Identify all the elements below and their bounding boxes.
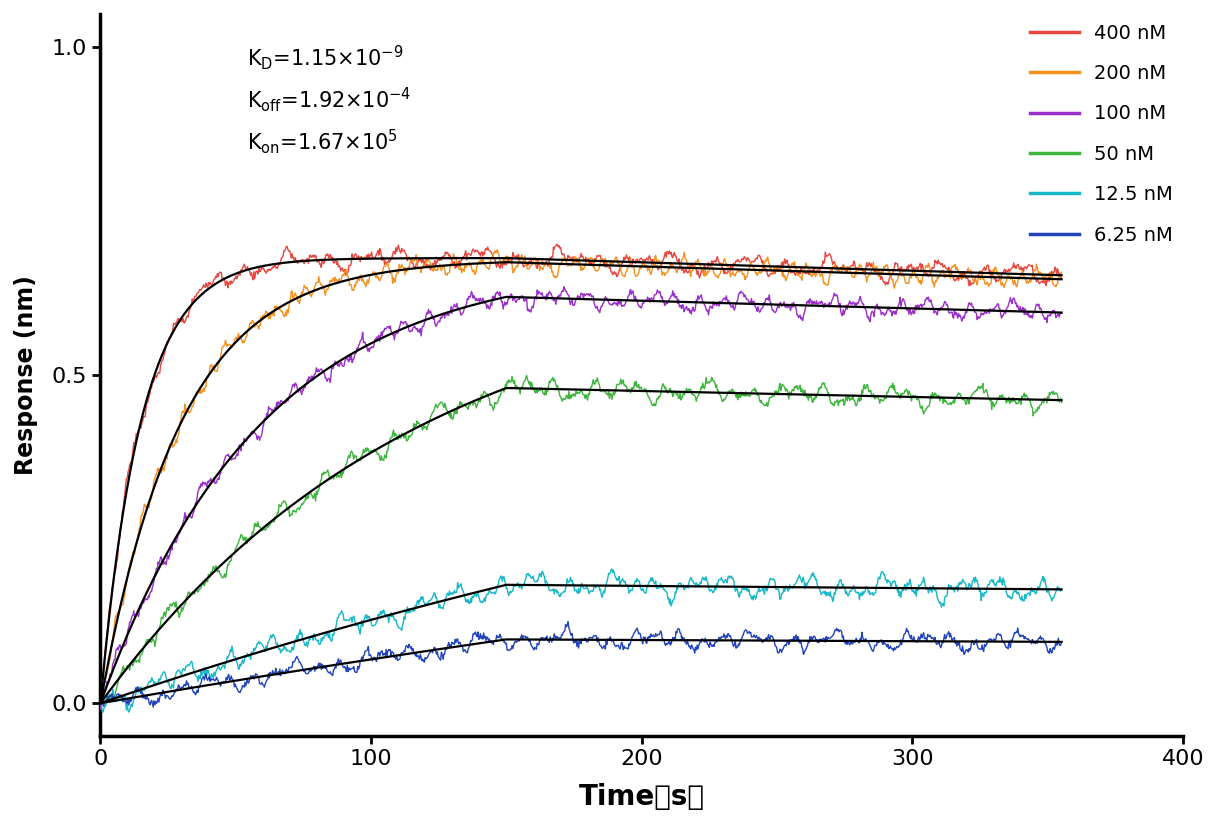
Y-axis label: Response (nm): Response (nm) [13, 275, 38, 475]
Text: $\mathregular{K_D}$=1.15×10$\mathregular{^{-9}}$
$\mathregular{K_{off}}$=1.92×10: $\mathregular{K_D}$=1.15×10$\mathregular… [246, 43, 410, 156]
Legend: 400 nM, 200 nM, 100 nM, 50 nM, 12.5 nM, 6.25 nM: 400 nM, 200 nM, 100 nM, 50 nM, 12.5 nM, … [1030, 24, 1173, 244]
X-axis label: Time（s）: Time（s） [579, 783, 705, 811]
